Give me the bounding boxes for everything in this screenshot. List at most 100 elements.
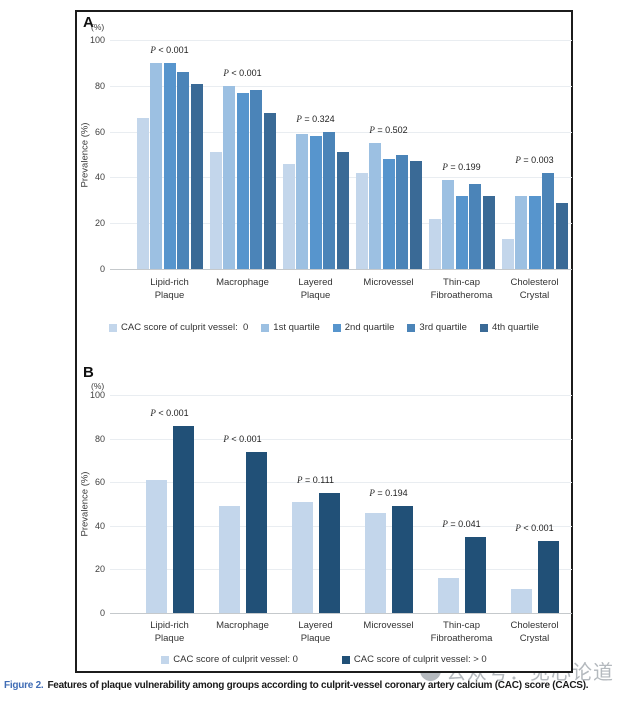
bar [177, 72, 189, 269]
legend: CAC score of culprit vessel: 0 CAC score … [77, 654, 571, 665]
x-category-label: Macrophage [198, 620, 288, 633]
x-category-label: Microvessel [344, 277, 434, 290]
x-category-line: Cholesterol [510, 277, 559, 288]
legend-swatch-icon [479, 323, 488, 332]
x-category-label: Cholesterol Crystal [490, 277, 580, 302]
y-axis-unit: (%) [91, 381, 105, 391]
legend-label: CAC score of culprit vessel: > 0 [353, 654, 487, 665]
bar [382, 159, 395, 269]
p-value-label: P < 0.001 [150, 407, 189, 418]
x-category-line: Macrophage [216, 620, 269, 631]
bar [163, 62, 176, 269]
bar [250, 90, 262, 269]
x-category-line: Plaque [300, 632, 331, 644]
gridline [110, 482, 572, 484]
legend-swatch-icon [161, 655, 170, 664]
x-category-label: Cholesterol Crystal [490, 620, 580, 645]
x-category-label: Thin-cap Fibroatheroma [417, 277, 507, 302]
p-value-label: P = 0.111 [297, 475, 334, 486]
bar [364, 512, 386, 613]
bar [355, 172, 368, 269]
p-value-label: P = 0.041 [442, 518, 481, 529]
bar [309, 136, 322, 269]
y-tick-label: 40 [94, 520, 105, 531]
p-value-label: P < 0.001 [223, 433, 262, 444]
panel-letter-a: A [83, 14, 94, 31]
panel-letter-b: B [83, 364, 94, 381]
p-value-label: P = 0.003 [515, 154, 554, 165]
legend-swatch-icon [332, 323, 341, 332]
legend-item: 1st quartile [261, 322, 320, 333]
bar [369, 143, 381, 269]
bar [528, 195, 541, 269]
bar [428, 218, 441, 269]
y-tick-label: 100 [89, 35, 105, 45]
x-category-line: Lipid-rich [150, 620, 189, 631]
x-axis-line [110, 269, 572, 270]
legend-item: 3rd quartile [407, 322, 467, 333]
x-category-label: Layered Plaque [271, 277, 361, 302]
legend-label: 1st quartile [273, 322, 320, 333]
p-value-label: P = 0.194 [369, 488, 408, 499]
figure-caption-label: Figure 2. [4, 680, 44, 691]
x-category-line: Thin-cap [443, 620, 480, 631]
gridline [110, 85, 572, 87]
y-axis-unit: (%) [91, 22, 105, 32]
gridline [110, 438, 572, 440]
legend-item: CAC score of culprit vessel: > 0 [341, 654, 487, 665]
x-category-line: Crystal [519, 632, 550, 644]
x-category-line: Macrophage [216, 277, 269, 288]
x-category-line: Fibroatheroma [430, 289, 493, 301]
bar [537, 541, 559, 613]
x-category-label: Lipid-rich Plaque [125, 620, 215, 645]
bar [409, 161, 422, 269]
bar [482, 195, 495, 269]
x-category-line: Layered [298, 277, 333, 288]
x-category-line: Layered [298, 620, 333, 631]
p-value-label: P < 0.001 [515, 523, 554, 534]
bar [136, 117, 149, 269]
x-axis-line [110, 613, 572, 614]
bar [236, 92, 249, 269]
legend-swatch-icon [261, 323, 270, 332]
bar [455, 195, 468, 269]
bar [323, 131, 335, 269]
bar [510, 589, 532, 613]
p-value-label: P = 0.199 [442, 161, 481, 172]
y-tick-label: 20 [94, 218, 105, 229]
bar [464, 536, 486, 613]
y-tick-label: 80 [94, 433, 105, 444]
bar [396, 154, 408, 269]
x-category-line: Lipid-rich [150, 277, 189, 288]
p-value-label: P < 0.001 [150, 44, 189, 55]
legend-label: 2nd quartile [344, 322, 395, 333]
x-category-line: Microvessel [363, 277, 414, 288]
x-category-line: Cholesterol [510, 620, 559, 631]
bar [145, 480, 167, 613]
x-category-line: Plaque [300, 289, 331, 301]
legend-label: 4th quartile [491, 322, 539, 333]
p-value-label: P = 0.324 [296, 113, 335, 124]
x-category-line: Crystal [519, 289, 550, 301]
bar [190, 83, 203, 269]
x-category-line: Thin-cap [443, 277, 480, 288]
x-category-line: Plaque [154, 289, 185, 301]
y-tick-label: 80 [94, 80, 105, 91]
bar [209, 152, 222, 269]
gridline [110, 395, 572, 396]
bar [442, 179, 454, 269]
y-tick-label: 20 [94, 564, 105, 575]
bar [318, 493, 340, 613]
bar [218, 506, 240, 613]
x-category-label: Thin-cap Fibroatheroma [417, 620, 507, 645]
x-category-line: Microvessel [363, 620, 414, 631]
legend-item: 2nd quartile [332, 322, 395, 333]
bar [391, 506, 413, 613]
bar [336, 152, 349, 269]
y-tick-label: 0 [99, 608, 105, 618]
bar [223, 85, 235, 269]
x-category-label: Macrophage [198, 277, 288, 290]
gridline [110, 569, 572, 571]
gridline [110, 40, 572, 41]
legend: CAC score of culprit vessel: 0 1st quarti… [77, 322, 571, 333]
